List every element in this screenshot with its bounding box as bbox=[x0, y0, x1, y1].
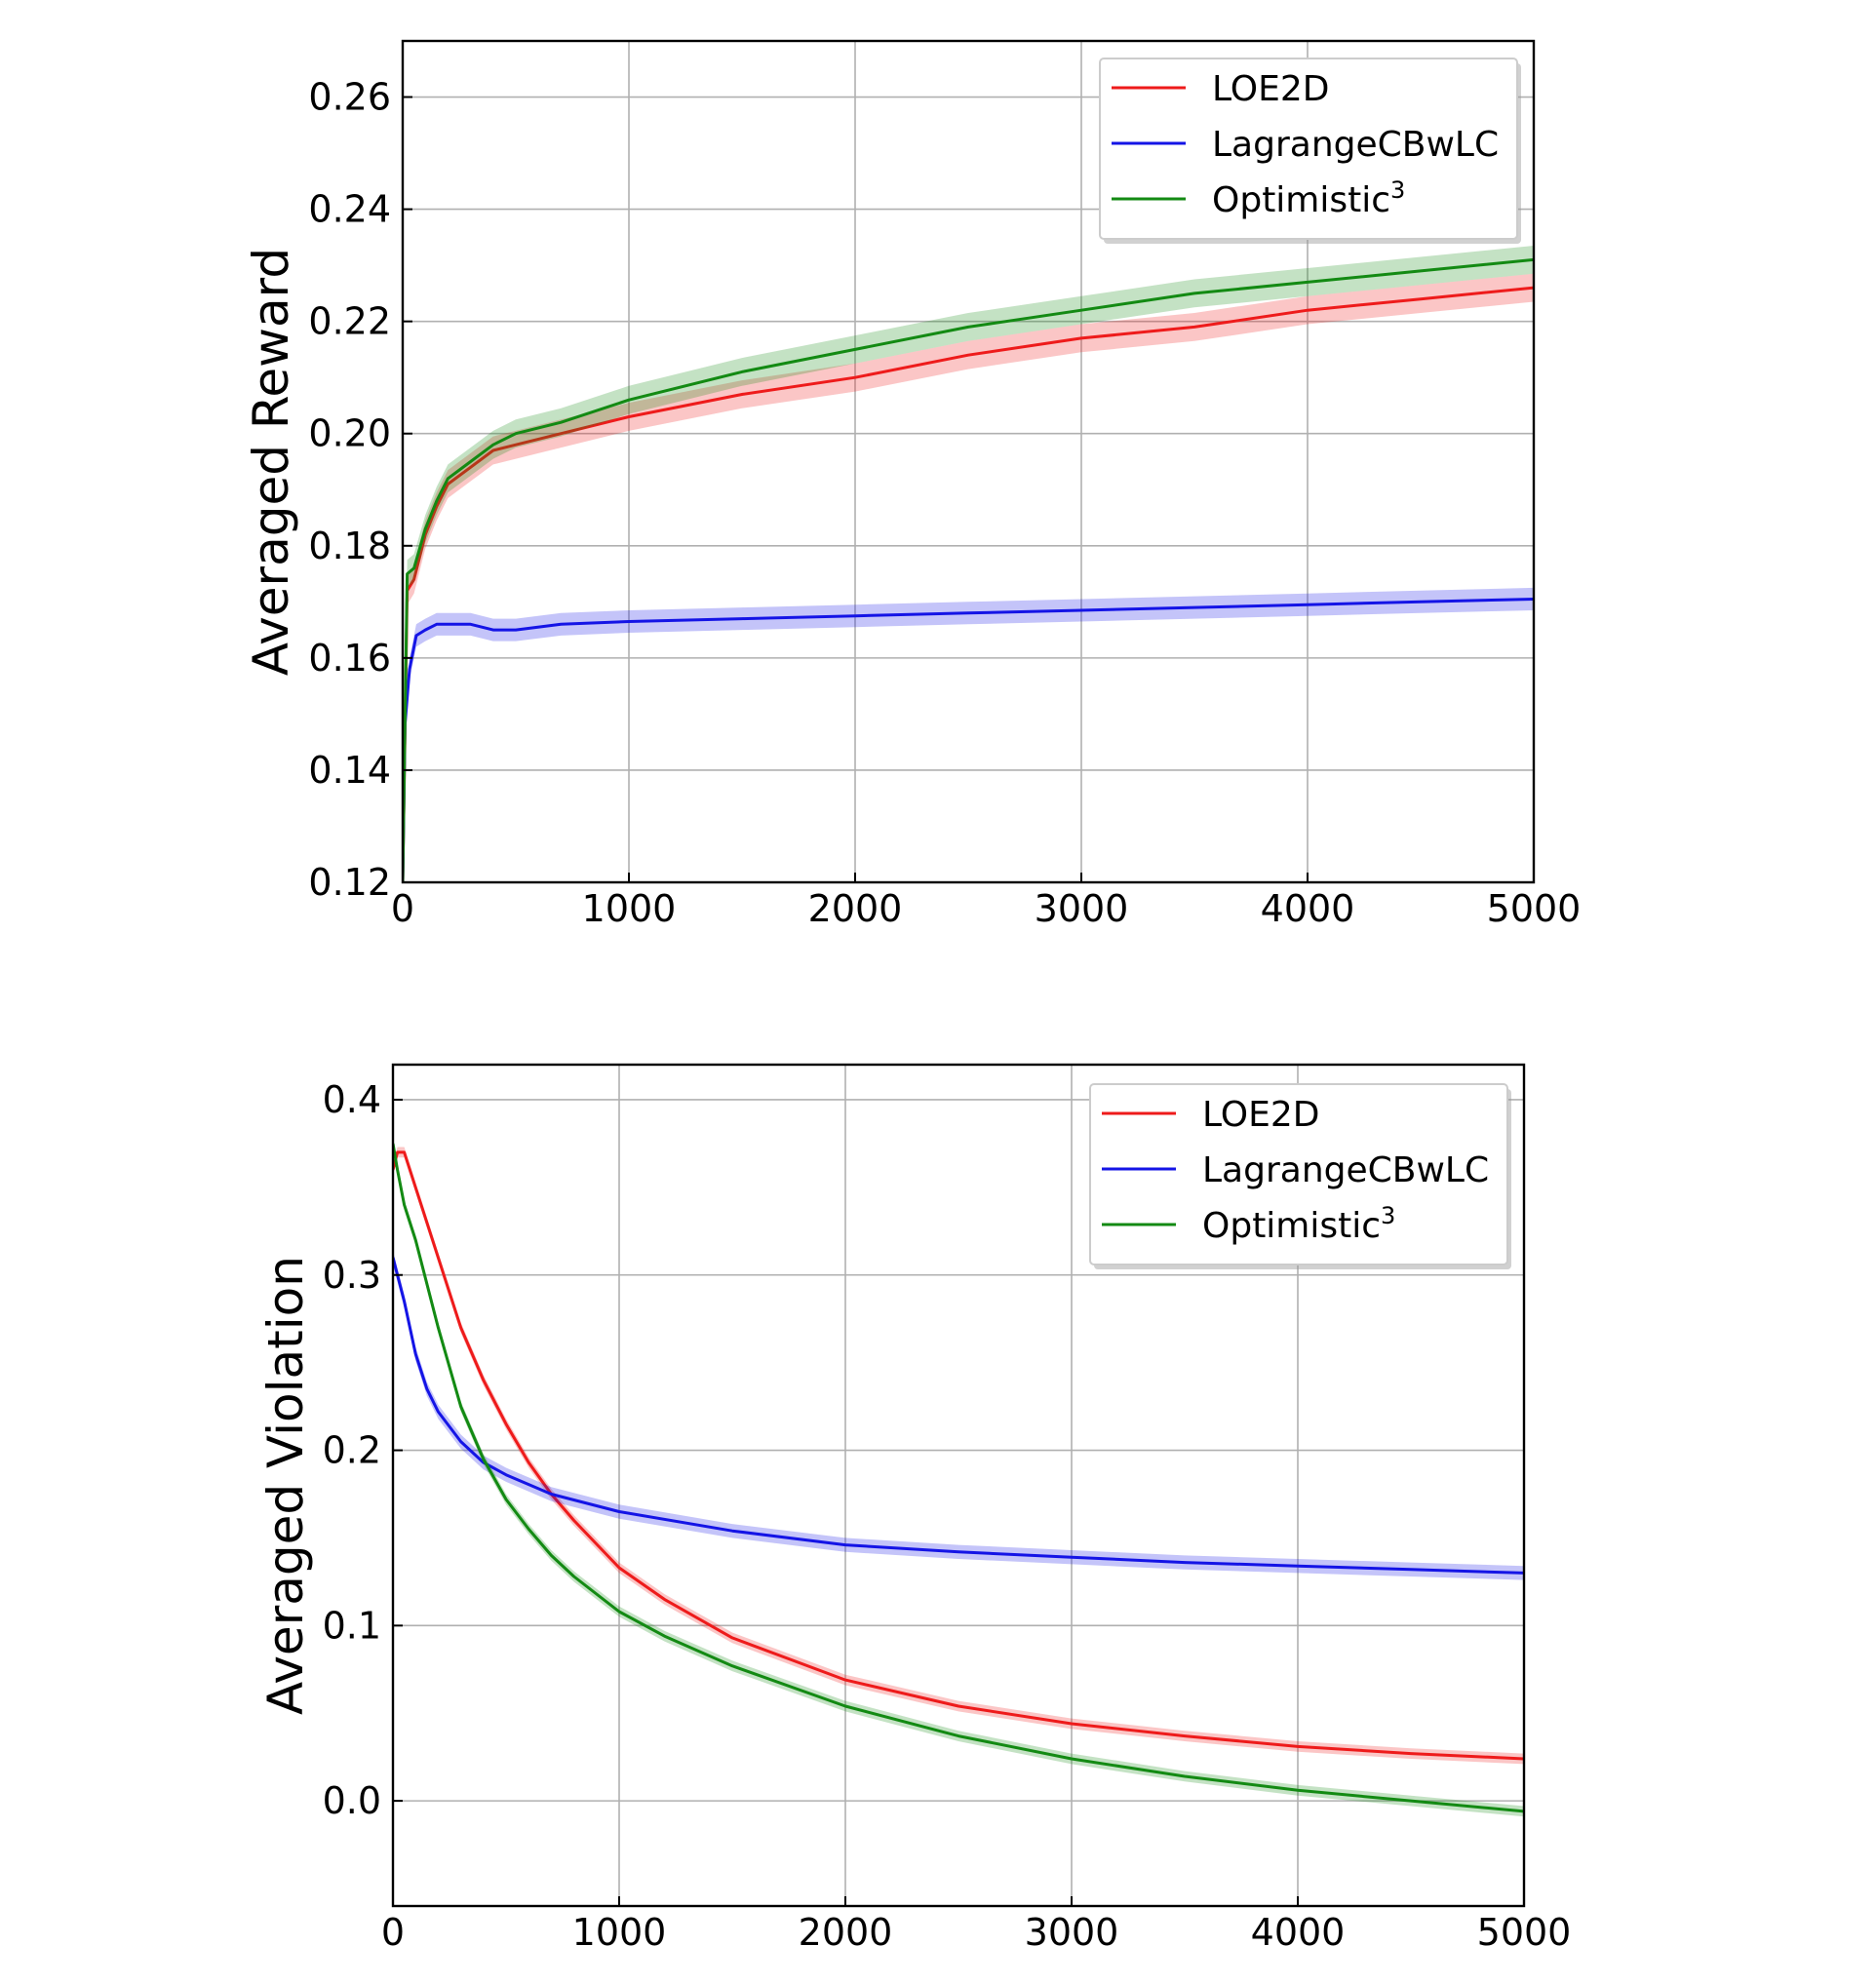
y-tick-label: 0.22 bbox=[308, 300, 391, 343]
y-tick-label: 0.18 bbox=[308, 525, 391, 567]
series-group bbox=[393, 1138, 1524, 1817]
legend-entry-loe2d: LOE2D bbox=[1102, 1095, 1319, 1135]
x-tick-label: 5000 bbox=[1487, 887, 1582, 930]
x-tick-label: 3000 bbox=[1035, 887, 1129, 930]
series-line-optimistic bbox=[393, 1143, 1524, 1813]
series-band-lagrangecbwlc bbox=[393, 1250, 1524, 1580]
legend-box bbox=[1089, 1083, 1508, 1265]
x-tick-label: 3000 bbox=[1025, 1911, 1119, 1954]
x-tick-label: 1000 bbox=[572, 1911, 667, 1954]
y-tick-label: 0.3 bbox=[323, 1254, 381, 1297]
y-tick-label: 0.24 bbox=[308, 188, 391, 231]
x-tick-label: 1000 bbox=[582, 887, 677, 930]
legend-entry-lagrangecbwlc: LagrangeCBwLC bbox=[1112, 125, 1499, 165]
legend-entry-optimistic: Optimistic3 bbox=[1112, 176, 1405, 220]
axis-ticks: 0 1000 2000 3000 4000 5000 0.0 0.1 0.2 0.3 0.4 bbox=[323, 1078, 1572, 1954]
x-tick-label: 5000 bbox=[1477, 1911, 1572, 1954]
y-tick-label: 0.16 bbox=[308, 637, 391, 680]
violation-plot: 0 1000 2000 3000 4000 5000 0.0 0.1 0.2 0.3 0.4 Aver… bbox=[257, 1063, 1572, 1954]
y-tick-label: 0.12 bbox=[308, 861, 391, 904]
legend: LOE2D LagrangeCBwLC Optimistic3 bbox=[1099, 58, 1521, 244]
reward-plot: 0 1000 2000 3000 4000 5000 0.12 0.14 0.16 0.18 0.2… bbox=[243, 39, 1581, 930]
y-tick-label: 0.1 bbox=[323, 1604, 381, 1647]
series-line-loe2d bbox=[403, 286, 1534, 882]
y-axis-label: Averaged Violation bbox=[257, 1256, 314, 1715]
y-tick-label: 0.4 bbox=[323, 1078, 381, 1121]
y-tick-label: 0.14 bbox=[308, 749, 391, 792]
legend-label: LagrangeCBwLC bbox=[1212, 125, 1499, 165]
legend-label-superscript: 3 bbox=[1381, 1202, 1395, 1229]
series-band-lagrangecbwlc bbox=[403, 587, 1534, 882]
legend-label: LOE2D bbox=[1212, 69, 1329, 109]
series-line-optimistic bbox=[403, 257, 1534, 882]
x-tick-label: 4000 bbox=[1261, 887, 1355, 930]
series-line-lagrangecbwlc bbox=[393, 1257, 1524, 1575]
legend: LOE2D LagrangeCBwLC Optimistic3 bbox=[1089, 1083, 1511, 1269]
series-band-loe2d bbox=[403, 273, 1534, 882]
legend-entry-lagrangecbwlc: LagrangeCBwLC bbox=[1102, 1150, 1489, 1190]
legend-label: Optimistic3 bbox=[1212, 176, 1405, 220]
x-tick-label: 0 bbox=[391, 887, 414, 930]
series-line-loe2d bbox=[393, 1150, 1524, 1761]
y-tick-label: 0.26 bbox=[308, 76, 391, 119]
legend-entry-optimistic: Optimistic3 bbox=[1102, 1202, 1395, 1246]
y-tick-label: 0.20 bbox=[308, 412, 391, 455]
plot-frame bbox=[391, 1063, 1526, 1908]
axis-ticks: 0 1000 2000 3000 4000 5000 0.12 0.14 0.16 0.18 0.2… bbox=[308, 76, 1581, 930]
plot-frame bbox=[401, 39, 1536, 884]
legend-entry-loe2d: LOE2D bbox=[1112, 69, 1329, 109]
series-group bbox=[403, 246, 1534, 882]
x-tick-label: 0 bbox=[381, 1911, 405, 1954]
series-band-loe2d bbox=[393, 1147, 1524, 1765]
x-tick-label: 2000 bbox=[799, 1911, 893, 1954]
legend-label: LOE2D bbox=[1202, 1095, 1319, 1135]
x-tick-label: 4000 bbox=[1251, 1911, 1346, 1954]
series-line-lagrangecbwlc bbox=[403, 598, 1534, 882]
y-tick-label: 0.0 bbox=[323, 1779, 381, 1822]
legend-label: Optimistic3 bbox=[1202, 1202, 1395, 1246]
y-tick-label: 0.2 bbox=[323, 1429, 381, 1472]
x-tick-label: 2000 bbox=[808, 887, 903, 930]
legend-box bbox=[1099, 58, 1518, 240]
legend-label: LagrangeCBwLC bbox=[1202, 1150, 1489, 1190]
legend-label-superscript: 3 bbox=[1390, 176, 1405, 204]
y-axis-label: Averaged Reward bbox=[243, 248, 299, 676]
